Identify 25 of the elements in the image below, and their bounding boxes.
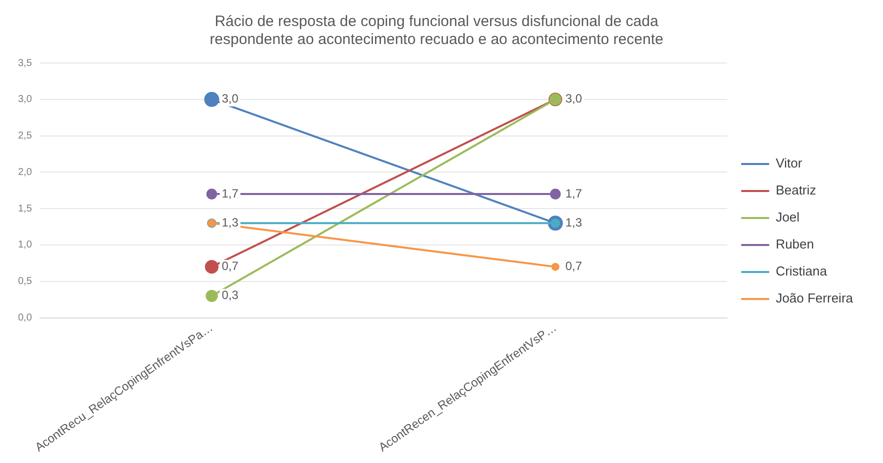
data-label: 1,3 (222, 215, 239, 230)
y-tick-label: 0,0 (18, 312, 32, 324)
data-label: 1,3 (565, 215, 582, 230)
data-label: 0,3 (222, 288, 239, 302)
y-tick-label: 0,5 (18, 276, 32, 288)
data-label: 1,7 (222, 186, 239, 200)
text: respondente ao acontecimento recuado e ao acontecimento recente (210, 31, 664, 48)
y-tick-label: 3,5 (18, 58, 32, 69)
y-tick-label: 1,5 (18, 203, 32, 214)
data-label: 0,7 (222, 259, 239, 274)
legend-label: Joel (776, 210, 800, 225)
y-tick-label: 1,0 (18, 240, 32, 251)
y-tick-label: 2,0 (18, 166, 32, 178)
data-label: 3,0 (565, 92, 582, 106)
y-tick-label: 3,0 (18, 94, 32, 106)
legend-label: João Ferreira (776, 290, 854, 306)
legend-label: Beatriz (776, 182, 816, 198)
legend-label: Cristiana (776, 264, 828, 279)
y-tick-label: 2,5 (18, 130, 32, 142)
data-label: 0,7 (565, 259, 582, 274)
text: Rácio de resposta de coping funcional versus disfuncional de cada (214, 13, 658, 30)
legend-label: Vitor (776, 156, 803, 171)
data-label: 1,7 (565, 186, 582, 200)
legend-label: Ruben (776, 236, 814, 252)
data-label: 3,0 (222, 92, 239, 106)
